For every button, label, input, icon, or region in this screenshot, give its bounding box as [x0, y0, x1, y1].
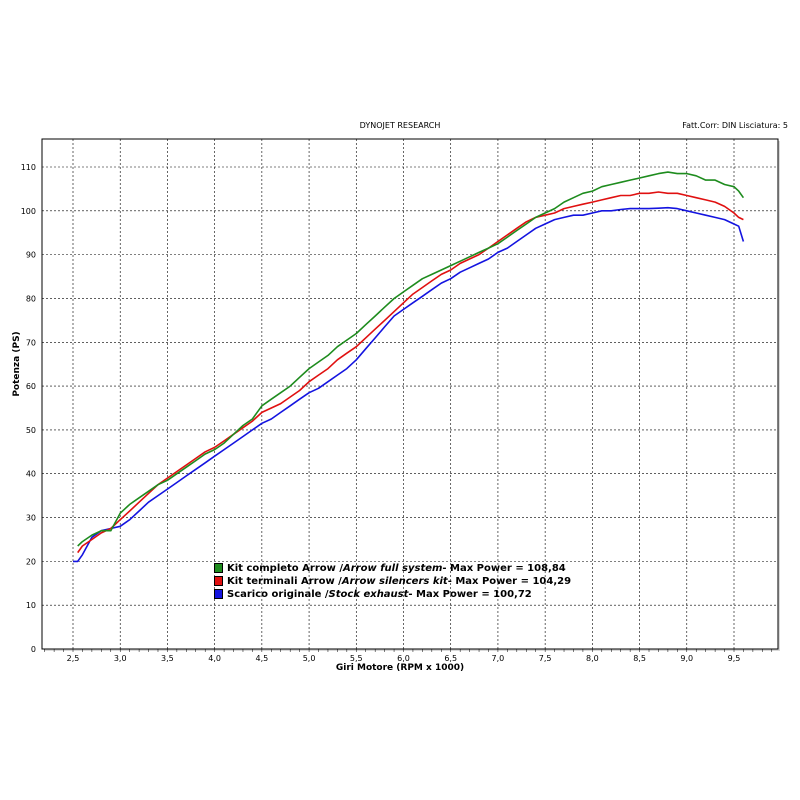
legend-label-plain: Kit completo Arrow / [227, 562, 344, 574]
chart-title: DYNOJET RESEARCH [359, 121, 441, 130]
y-tick-label: 100 [21, 207, 36, 216]
x-tick-label: 6,0 [397, 654, 410, 663]
x-tick-label: 8,5 [633, 654, 646, 663]
legend-entry-silencers-kit: Kit terminali Arrow / Arrow silencers ki… [214, 575, 571, 587]
y-tick-label: 20 [26, 557, 36, 566]
x-tick-label: 2,5 [67, 654, 80, 663]
x-tick-label: 7,0 [492, 654, 505, 663]
y-tick-label: 0 [31, 645, 36, 654]
legend-label-suffix: - Max Power = 100,72 [408, 588, 532, 600]
plot-area [41, 138, 779, 650]
x-tick-label: 4,5 [255, 654, 268, 663]
x-tick-label: 6,5 [444, 654, 457, 663]
legend-swatch-green [214, 563, 223, 573]
y-tick-label: 90 [26, 251, 36, 260]
x-tick-label: 7,5 [539, 654, 552, 663]
x-tick-label: 9,0 [680, 654, 693, 663]
y-tick-label: 80 [26, 294, 36, 303]
legend-label-plain: Scarico originale / [227, 588, 329, 600]
y-tick-label: 40 [26, 470, 36, 479]
legend-label-suffix: - Max Power = 108,84 [442, 562, 566, 574]
x-tick-label: 5,5 [350, 654, 363, 663]
x-tick-label: 4,0 [208, 654, 221, 663]
legend-label-italic: Stock exhaust [328, 588, 409, 600]
legend: Kit completo Arrow / Arrow full system -… [214, 562, 604, 602]
y-tick-label: 10 [26, 601, 36, 610]
legend-label-suffix: - Max Power = 104,29 [447, 575, 572, 587]
legend-entry-full-system: Kit completo Arrow / Arrow full system -… [214, 562, 566, 574]
y-tick-label: 50 [26, 426, 36, 435]
legend-label-plain: Kit terminali Arrow / [227, 575, 342, 587]
x-tick-label: 5,0 [303, 654, 316, 663]
x-tick-label: 8,0 [586, 654, 599, 663]
y-tick-label: 110 [21, 163, 36, 172]
x-axis-label: Giri Motore (RPM x 1000) [336, 663, 464, 673]
series-line-2 [73, 206, 745, 563]
x-tick-label: 3,5 [161, 654, 174, 663]
legend-swatch-red [214, 576, 223, 586]
legend-label-italic: Arrow silencers kit [341, 575, 448, 587]
y-tick-label: 70 [26, 338, 36, 347]
y-tick-label: 60 [26, 382, 36, 391]
series-line-0 [77, 171, 745, 547]
y-tick-label: 30 [26, 514, 36, 523]
x-tick-label: 3,0 [114, 654, 127, 663]
legend-swatch-blue [214, 589, 223, 599]
y-axis-label: Potenza (PS) [12, 331, 22, 396]
correction-info: Fatt.Corr: DIN Lisciatura: 5 [682, 121, 788, 130]
series-line-1 [77, 191, 744, 554]
legend-label-italic: Arrow full system [343, 562, 443, 574]
x-tick-label: 9,5 [728, 654, 741, 663]
legend-entry-stock-exhaust: Scarico originale / Stock exhaust - Max … [214, 588, 532, 600]
